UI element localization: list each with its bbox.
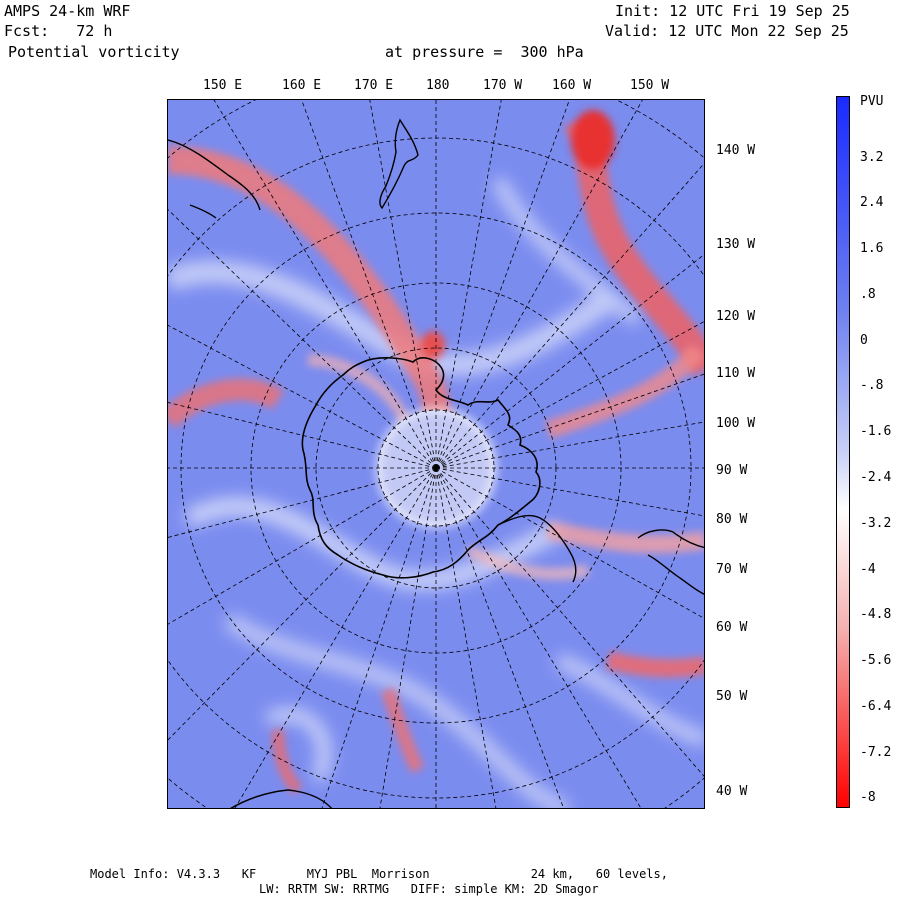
model-info-line1: Model Info: V4.3.3 KF MYJ PBL Morrison 2… — [90, 867, 668, 881]
red-streamers — [168, 110, 704, 795]
field-name: Potential vorticity — [8, 43, 180, 61]
lon-label-160w: 160 W — [552, 78, 592, 93]
colorbar-tick: .8 — [860, 287, 876, 302]
antarctic-peninsula-coast — [497, 514, 577, 583]
colorbar-unit: PVU — [860, 94, 884, 109]
colorbar-tick: -5.6 — [860, 653, 892, 668]
lon-label-180: 180 — [426, 78, 450, 93]
side-label-140w: 140 W — [716, 143, 756, 158]
colorbar-tick: -8 — [860, 790, 876, 805]
colorbar-tick: -7.2 — [860, 745, 892, 760]
colorbar-tick: -1.6 — [860, 424, 892, 439]
side-label-60w: 60 W — [716, 620, 748, 635]
pv-field-svg — [168, 100, 704, 808]
init-time: Init: 12 UTC Fri 19 Sep 25 — [615, 2, 850, 20]
model-title: AMPS 24-km WRF — [4, 2, 131, 20]
lon-label-150e: 150 E — [203, 78, 243, 93]
side-label-80w: 80 W — [716, 512, 748, 527]
meridians — [168, 100, 704, 808]
colorbar-tick: -2.4 — [860, 470, 892, 485]
africa-coast — [230, 789, 333, 808]
valid-time: Valid: 12 UTC Mon 22 Sep 25 — [605, 22, 849, 40]
new-zealand-coast — [379, 118, 419, 210]
side-label-130w: 130 W — [716, 237, 756, 252]
forecast-hour: Fcst: 72 h — [4, 22, 113, 40]
colorbar-tick: -4 — [860, 562, 876, 577]
pv-colorbar — [836, 96, 850, 808]
side-label-120w: 120 W — [716, 309, 756, 324]
side-label-90w: 90 W — [716, 463, 748, 478]
side-label-100w: 100 W — [716, 416, 756, 431]
colorbar-tick: 2.4 — [860, 195, 884, 210]
side-label-70w: 70 W — [716, 562, 748, 577]
colorbar-tick: -.8 — [860, 378, 884, 393]
south-america-coast — [637, 529, 704, 595]
lon-label-170e: 170 E — [354, 78, 394, 93]
colorbar-tick: 1.6 — [860, 241, 884, 256]
lon-label-170w: 170 W — [483, 78, 523, 93]
lon-label-160e: 160 E — [282, 78, 322, 93]
colorbar-tick: 0 — [860, 333, 868, 348]
colorbar-tick: -3.2 — [860, 516, 892, 531]
side-label-50w: 50 W — [716, 689, 748, 704]
colorbar-tick: 3.2 — [860, 150, 884, 165]
australia-coast — [168, 139, 261, 219]
colorbar-tick: -4.8 — [860, 607, 892, 622]
pv-map — [167, 99, 705, 809]
pressure-level: at pressure = 300 hPa — [385, 43, 584, 61]
model-info-line2: LW: RRTM SW: RRTMG DIFF: simple KM: 2D S… — [259, 882, 599, 896]
lon-label-150w: 150 W — [630, 78, 670, 93]
colorbar-gradient — [837, 97, 849, 807]
colorbar-tick: -6.4 — [860, 699, 892, 714]
side-label-110w: 110 W — [716, 366, 756, 381]
side-label-40w: 40 W — [716, 784, 748, 799]
